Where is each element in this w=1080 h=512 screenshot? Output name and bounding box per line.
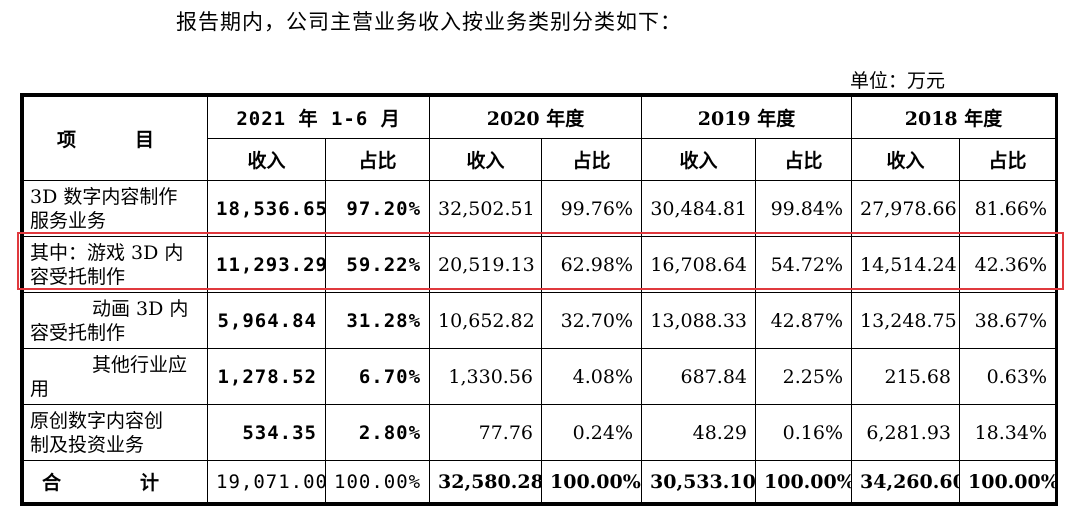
cell-2018-share: 18.34% bbox=[959, 404, 1057, 461]
cell-2018-share: 0.63% bbox=[959, 348, 1057, 405]
header-row-periods: 项 目 2021 年 1-6 月 2020 年度 2019 年度 2018 年度 bbox=[23, 96, 1057, 181]
cell-2021h1-revenue: 11,293.29 bbox=[207, 236, 326, 293]
row-label-line: 其他行业应 bbox=[92, 353, 188, 376]
row-label: 其中：游戏 3D 内容受托制作 bbox=[23, 236, 208, 293]
cell-2019-revenue: 48.29 bbox=[641, 404, 757, 461]
row-label-line: 动画 3D 内 bbox=[92, 297, 189, 320]
cell-2019-share: 42.87% bbox=[755, 292, 853, 349]
cell-2021h1-share: 31.28% bbox=[324, 292, 431, 349]
header-share: 占比 bbox=[755, 138, 853, 181]
header-period-2018: 2018 年度 bbox=[851, 96, 1057, 139]
cell-2018-revenue: 14,514.24 bbox=[851, 236, 961, 293]
row-label-line: 3D 数字内容制作 bbox=[30, 185, 178, 208]
cell-2021h1-share: 6.70% bbox=[324, 348, 431, 405]
row-label: 原创数字内容创 制及投资业务 bbox=[23, 404, 208, 461]
cell-2020-share: 99.76% bbox=[541, 180, 643, 237]
unit-label: 单位：万元 bbox=[850, 70, 946, 92]
cell-2019-revenue: 13,088.33 bbox=[641, 292, 757, 349]
row-label-line: 容受托制作 bbox=[30, 265, 126, 288]
cell-2021h1-revenue: 18,536.65 bbox=[207, 180, 326, 237]
total-2020-share: 100.00% bbox=[541, 460, 643, 503]
cell-2019-share: 0.16% bbox=[755, 404, 853, 461]
total-2018-revenue: 34,260.60 bbox=[851, 460, 961, 503]
total-row: 合 计 19,071.00 100.00% 32,580.28 100.00% … bbox=[23, 460, 1057, 503]
row-label-line: 服务业务 bbox=[30, 209, 107, 232]
cell-2018-share: 38.67% bbox=[959, 292, 1057, 349]
table-row: 其他行业应用 1,278.52 6.70% 1,330.56 4.08% 687… bbox=[23, 348, 1057, 405]
row-label-line: 其中：游戏 3D 内 bbox=[30, 241, 184, 264]
cell-2018-revenue: 27,978.66 bbox=[851, 180, 961, 237]
cell-2020-revenue: 20,519.13 bbox=[429, 236, 543, 293]
total-2019-share: 100.00% bbox=[755, 460, 853, 503]
cell-2019-revenue: 16,708.64 bbox=[641, 236, 757, 293]
total-2021h1-share: 100.00% bbox=[324, 460, 431, 503]
row-label-line: 原创数字内容创 bbox=[30, 409, 164, 432]
revenue-table-frame: 项 目 2021 年 1-6 月 2020 年度 2019 年度 2018 年度… bbox=[20, 93, 1058, 506]
cell-2021h1-revenue: 534.35 bbox=[207, 404, 326, 461]
row-label-line: 容受托制作 bbox=[30, 321, 126, 344]
cell-2021h1-share: 97.20% bbox=[324, 180, 431, 237]
cell-2020-share: 4.08% bbox=[541, 348, 643, 405]
cell-2018-revenue: 13,248.75 bbox=[851, 292, 961, 349]
cell-2019-revenue: 30,484.81 bbox=[641, 180, 757, 237]
cell-2019-revenue: 687.84 bbox=[641, 348, 757, 405]
header-row-sub: 收入 占比 收入 占比 收入 占比 收入 占比 bbox=[24, 138, 1057, 181]
header-revenue: 收入 bbox=[207, 138, 326, 181]
cell-2020-revenue: 10,652.82 bbox=[429, 292, 543, 349]
table-row: 动画 3D 内容受托制作 5,964.84 31.28% 10,652.82 3… bbox=[23, 292, 1057, 349]
header-share: 占比 bbox=[541, 138, 643, 181]
cell-2021h1-revenue: 1,278.52 bbox=[207, 348, 326, 405]
total-2019-revenue: 30,533.10 bbox=[641, 460, 757, 503]
intro-text: 报告期内，公司主营业务收入按业务类别分类如下： bbox=[176, 10, 682, 34]
total-2018-share: 100.00% bbox=[959, 460, 1057, 503]
cell-2020-revenue: 32,502.51 bbox=[429, 180, 543, 237]
cell-2020-share: 62.98% bbox=[541, 236, 643, 293]
cell-2018-share: 81.66% bbox=[959, 180, 1057, 237]
cell-2019-share: 54.72% bbox=[755, 236, 853, 293]
cell-2021h1-share: 59.22% bbox=[324, 236, 431, 293]
row-label-line: 用 bbox=[30, 377, 50, 400]
total-label: 合 计 bbox=[23, 460, 208, 503]
cell-2021h1-revenue: 5,964.84 bbox=[207, 292, 326, 349]
header-period-2019: 2019 年度 bbox=[641, 96, 853, 139]
header-share: 占比 bbox=[959, 138, 1057, 181]
cell-2019-share: 99.84% bbox=[755, 180, 853, 237]
row-label-line: 制及投资业务 bbox=[30, 433, 145, 456]
header-item: 项 目 bbox=[23, 96, 208, 181]
row-label: 其他行业应用 bbox=[23, 348, 208, 405]
header-period-2020: 2020 年度 bbox=[429, 96, 643, 139]
cell-2021h1-share: 2.80% bbox=[324, 404, 431, 461]
cell-2019-share: 2.25% bbox=[755, 348, 853, 405]
cell-2020-share: 0.24% bbox=[541, 404, 643, 461]
table-row: 其中：游戏 3D 内容受托制作 11,293.29 59.22% 20,519.… bbox=[23, 236, 1057, 293]
header-period-2021h1: 2021 年 1-6 月 bbox=[206, 96, 431, 139]
header-revenue: 收入 bbox=[641, 138, 757, 181]
cell-2018-share: 42.36% bbox=[959, 236, 1057, 293]
cell-2018-revenue: 6,281.93 bbox=[851, 404, 961, 461]
table-row: 原创数字内容创 制及投资业务 534.35 2.80% 77.76 0.24% 4… bbox=[23, 404, 1057, 461]
header-share: 占比 bbox=[324, 138, 431, 181]
cell-2018-revenue: 215.68 bbox=[851, 348, 961, 405]
cell-2020-revenue: 1,330.56 bbox=[429, 348, 543, 405]
total-2020-revenue: 32,580.28 bbox=[429, 460, 543, 503]
table-row: 3D 数字内容制作 服务业务 18,536.65 97.20% 32,502.51… bbox=[23, 180, 1057, 237]
header-revenue: 收入 bbox=[429, 138, 543, 181]
cell-2020-revenue: 77.76 bbox=[429, 404, 543, 461]
cell-2020-share: 32.70% bbox=[541, 292, 643, 349]
revenue-table: 项 目 2021 年 1-6 月 2020 年度 2019 年度 2018 年度… bbox=[23, 96, 1057, 503]
row-label: 3D 数字内容制作 服务业务 bbox=[23, 180, 208, 237]
header-revenue: 收入 bbox=[851, 138, 961, 181]
total-2021h1-revenue: 19,071.00 bbox=[207, 460, 326, 503]
row-label: 动画 3D 内容受托制作 bbox=[23, 292, 208, 349]
